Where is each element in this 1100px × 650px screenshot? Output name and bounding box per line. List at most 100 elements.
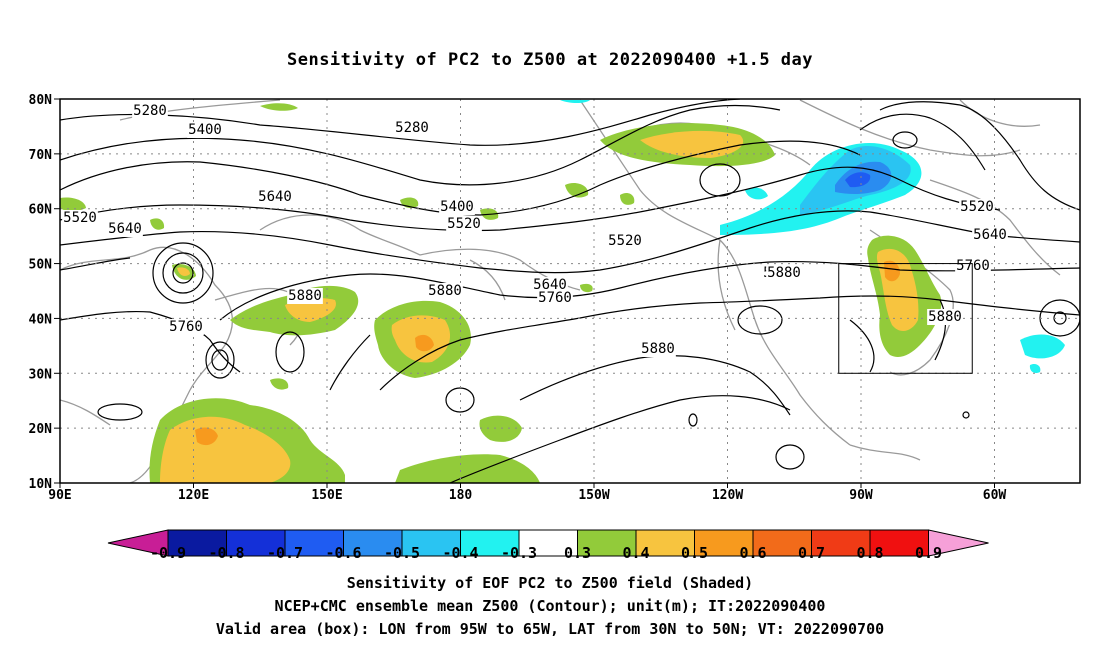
contour-label-bg	[537, 290, 573, 306]
lon-tick-label: 90E	[48, 488, 71, 503]
contour-label: 5640	[533, 277, 567, 293]
shade-pos-trop2-03	[479, 415, 522, 442]
lat-tick-label: 50N	[29, 258, 53, 273]
colorbar-swatch	[518, 529, 578, 557]
contour-label-bg	[394, 120, 430, 136]
colorbar-level-label: -0.8	[208, 544, 244, 562]
contour-label-bg	[187, 122, 223, 138]
shade-neg-small-4	[560, 100, 590, 103]
shade-pos-pac-05	[415, 334, 434, 352]
shade-pos-east-05	[884, 260, 900, 282]
colorbar-level-label: 0.6	[739, 544, 766, 562]
lon-tick-label: 180	[449, 488, 473, 503]
colorbar-level-label: -0.4	[442, 544, 478, 562]
shade-neg-small-1	[1020, 334, 1065, 359]
contour-label: 5880	[288, 288, 322, 304]
shade-pos-asia-04	[160, 416, 291, 483]
contour-label: 5280	[133, 103, 167, 119]
colorbar-level-label: 0.4	[622, 544, 649, 562]
shade-pos-small-10	[580, 283, 593, 293]
footer-line-2: NCEP+CMC ensemble mean Z500 (Contour); u…	[274, 597, 826, 615]
shade-neg-small-2	[745, 187, 768, 200]
footer-line-3: Valid area (box): LON from 95W to 65W, L…	[215, 620, 885, 638]
lat-tick-label: 40N	[29, 312, 53, 327]
colorbar-swatch	[635, 529, 695, 557]
contour-label-bg	[607, 233, 643, 249]
lon-tick-label: 150W	[578, 488, 609, 503]
contour-label: 5520	[63, 210, 97, 226]
contour-label: 5400	[188, 122, 222, 138]
lon-tick-label: 90W	[849, 488, 873, 503]
contour-label-bg	[287, 288, 323, 304]
colorbar-level-label: -0.7	[267, 544, 303, 562]
contour-label: 5760	[956, 258, 990, 274]
contour-label-bg	[640, 341, 676, 357]
colorbar-level-label: 0.9	[915, 544, 942, 562]
lon-tick-label: 120E	[178, 488, 209, 503]
shade-pos-small-3	[620, 192, 635, 205]
colorbar-level-label: -0.6	[325, 544, 361, 562]
contour-label-bg	[972, 227, 1008, 243]
lon-tick-label: 150E	[311, 488, 342, 503]
contour-label-bg	[427, 283, 463, 299]
colorbar-level-label: 0.7	[798, 544, 825, 562]
lat-tick-label: 10N	[29, 477, 53, 492]
map-title: Sensitivity of PC2 to Z500 at 2022090400…	[286, 50, 813, 70]
lon-tick-label: 60W	[983, 488, 1007, 503]
gridlines	[60, 99, 1080, 483]
contour-label-bg	[257, 189, 293, 205]
colorbar-level-label: -0.9	[150, 544, 186, 562]
shade-pos-asia-05	[195, 427, 218, 446]
colorbar-level-label: 0.5	[681, 544, 708, 562]
shade-neg-07	[845, 172, 871, 188]
plot-frame	[59, 98, 1081, 484]
colorbar: -0.9 -0.8 -0.7 -0.6 -0.5 -0.4 -0.3 0.3 0.4 0.5 0.6…	[107, 529, 989, 562]
contour-label: 5640	[973, 227, 1007, 243]
shade-pos-small-4	[60, 197, 86, 212]
contour-label: 5760	[538, 290, 572, 306]
shade-pos-small-1	[260, 103, 298, 111]
z500-contours	[60, 99, 1080, 483]
contour-label: 5520	[608, 233, 642, 249]
colorbar-level-label: 0.8	[856, 544, 883, 562]
footer-line-1: Sensitivity of EOF PC2 to Z500 field (Sh…	[346, 574, 754, 592]
colorbar-swatch	[401, 529, 461, 557]
colorbar-swatch	[752, 529, 812, 557]
colorbar-swatch	[577, 529, 637, 557]
lon-tick-label: 120W	[712, 488, 743, 503]
contour-label: 5640	[258, 189, 292, 205]
colorbar-level-label: 0.3	[564, 544, 591, 562]
shade-pos-small-5	[150, 218, 165, 230]
latitude-labels: 80N 70N 60N 50N 40N 30N 20N 10N	[29, 93, 60, 492]
contour-label: 5520	[447, 216, 481, 232]
valid-area-box	[838, 263, 973, 374]
contour-label-bg	[439, 199, 475, 215]
shade-pos-small-11	[270, 378, 289, 390]
colorbar-swatch	[460, 529, 520, 557]
shade-pos-small-2	[565, 183, 589, 198]
shade-pos-small-7	[177, 267, 190, 276]
negative-shading	[560, 100, 1065, 374]
contour-label-bg	[532, 277, 568, 293]
contour-label-bg	[955, 258, 991, 274]
colorbar-swatch	[284, 529, 344, 557]
lat-tick-label: 60N	[29, 203, 53, 218]
contour-label-bg	[62, 210, 98, 226]
shade-pos-trop-03	[395, 454, 540, 483]
colorbar-over-arrow	[928, 529, 989, 557]
contour-label-bg	[107, 221, 143, 237]
colorbar-swatch	[869, 529, 929, 557]
colorbar-swatch	[811, 529, 871, 557]
contour-label-bg	[132, 103, 168, 119]
contour-label: 5880	[428, 283, 462, 299]
shade-pos-arctic-04	[640, 130, 744, 158]
longitude-labels: 90E 120E 150E 180 150W 120W 90W 60W	[48, 483, 1006, 503]
contour-label-bg	[168, 319, 204, 335]
contour-label: 5400	[440, 199, 474, 215]
colorbar-level-label: -0.3	[501, 544, 537, 562]
contour-label: 5880	[928, 309, 962, 325]
shade-neg-small-3	[1029, 363, 1041, 374]
contour-label: 5880	[641, 341, 675, 357]
